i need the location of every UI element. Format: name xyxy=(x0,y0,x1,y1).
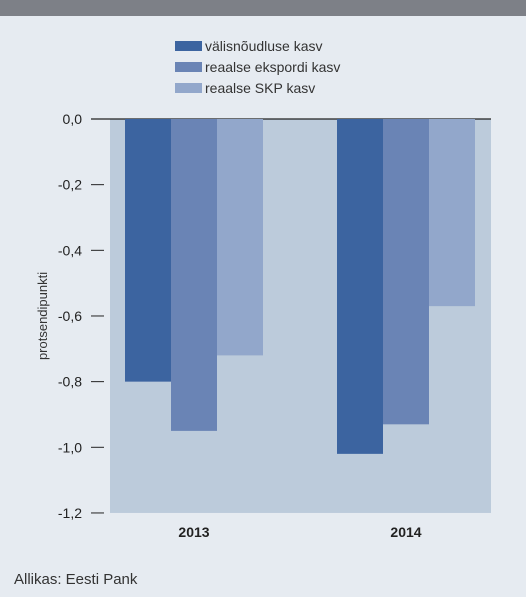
y-tick-label-3: -0,6 xyxy=(58,308,82,324)
bar-2013-series-0 xyxy=(125,119,171,382)
y-tick-label-1: -0,2 xyxy=(58,177,82,193)
y-tick-label-5: -1,0 xyxy=(58,439,82,455)
x-axis-category-labels: 2013 2014 xyxy=(178,524,421,540)
bars-group xyxy=(125,119,475,454)
bar-chart: välisnõudluse kasv reaalse ekspordi kasv r… xyxy=(35,38,491,540)
source-note: Allikas: Eesti Pank xyxy=(14,571,138,588)
bar-2013-series-1 xyxy=(171,119,217,431)
y-tick-label-4: -0,8 xyxy=(58,374,82,390)
bar-2013-series-2 xyxy=(217,119,263,356)
legend-label-1: reaalse ekspordi kasv xyxy=(205,59,340,75)
y-axis-title: protsendipunkti xyxy=(35,272,50,360)
legend-label-2: reaalse SKP kasv xyxy=(205,80,315,96)
x-category-label-0: 2013 xyxy=(178,524,209,540)
chart-legend: välisnõudluse kasv reaalse ekspordi kasv r… xyxy=(175,38,340,96)
y-tick-label-2: -0,4 xyxy=(58,242,82,258)
bar-2014-series-0 xyxy=(337,119,383,454)
bar-2014-series-2 xyxy=(429,119,475,307)
bar-2014-series-1 xyxy=(383,119,429,425)
y-tick-label-0: 0,0 xyxy=(63,111,83,127)
y-tick-label-6: -1,2 xyxy=(58,505,82,521)
legend-swatch-0 xyxy=(175,41,202,51)
header-band xyxy=(0,0,526,16)
legend-swatch-1 xyxy=(175,62,202,72)
x-category-label-1: 2014 xyxy=(390,524,421,540)
legend-swatch-2 xyxy=(175,83,202,93)
legend-label-0: välisnõudluse kasv xyxy=(205,38,323,54)
